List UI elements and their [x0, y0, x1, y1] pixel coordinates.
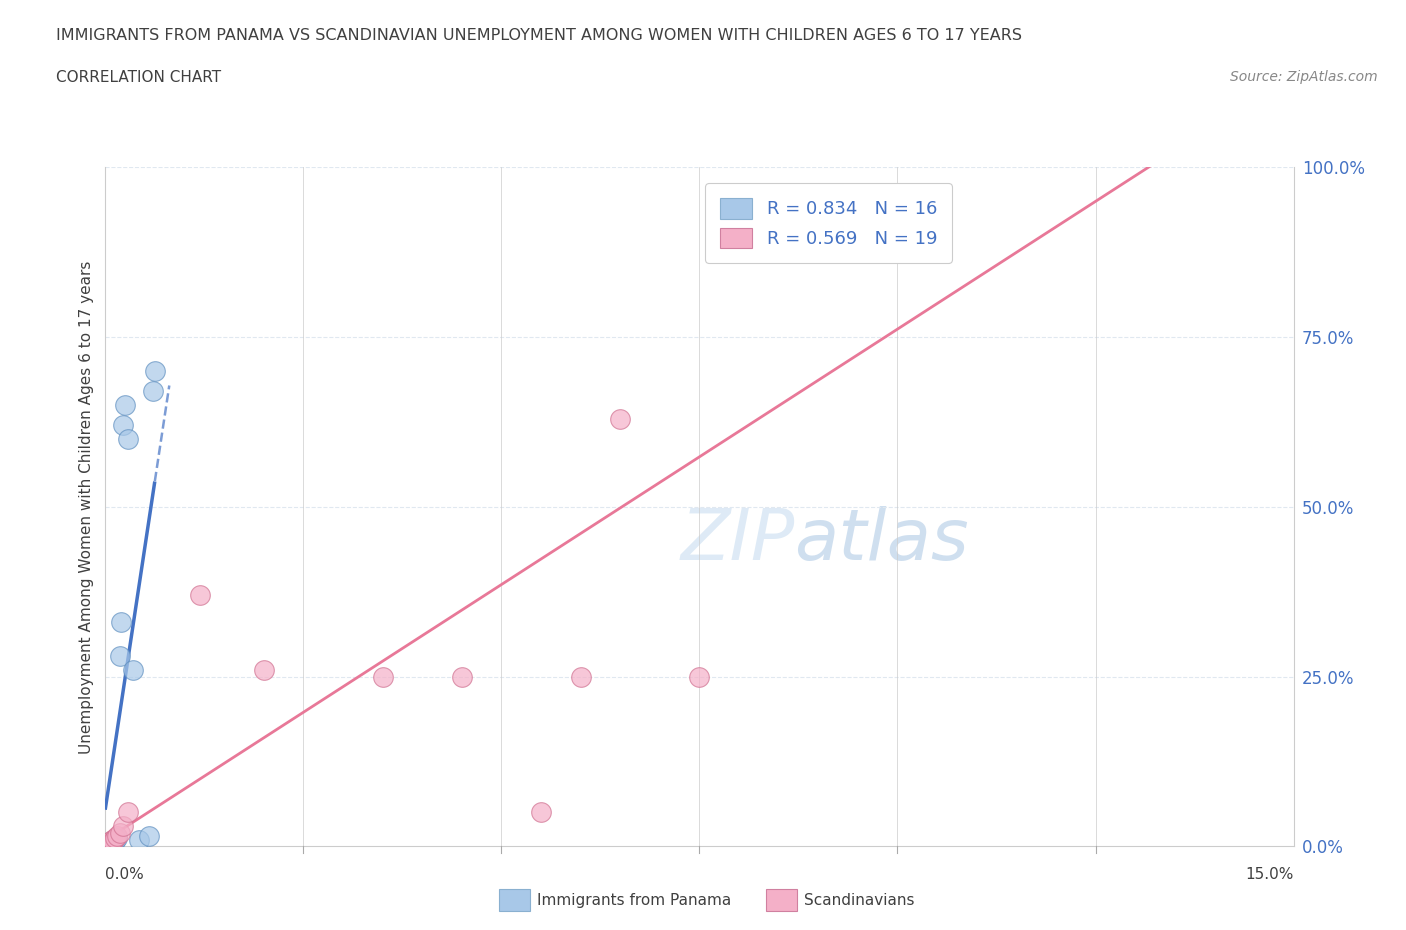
Point: [117, 432, 139, 446]
Point: [117, 805, 139, 820]
Point: [104, 833, 127, 848]
Point: [98, 835, 121, 850]
Point: [846, 187, 869, 202]
Text: Source: ZipAtlas.com: Source: ZipAtlas.com: [1230, 70, 1378, 84]
Point: [98, 837, 121, 852]
Legend: R = 0.834   N = 16, R = 0.569   N = 19: R = 0.834 N = 16, R = 0.569 N = 19: [706, 183, 952, 263]
Point: [143, 364, 166, 379]
Point: [111, 418, 134, 432]
Point: [101, 832, 124, 847]
Point: [110, 615, 132, 630]
Point: [128, 832, 150, 847]
Text: atlas: atlas: [794, 506, 969, 576]
Text: Immigrants from Panama: Immigrants from Panama: [537, 893, 731, 908]
Point: [103, 833, 125, 848]
Point: [104, 830, 127, 845]
Point: [530, 805, 553, 820]
Point: [100, 833, 122, 848]
Point: [689, 670, 711, 684]
Point: [371, 670, 394, 684]
Point: [768, 187, 790, 202]
Point: [114, 398, 136, 413]
Point: [111, 818, 134, 833]
Point: [122, 662, 145, 677]
Text: Scandinavians: Scandinavians: [804, 893, 915, 908]
Text: 0.0%: 0.0%: [105, 867, 145, 882]
Point: [609, 411, 631, 426]
Point: [105, 829, 128, 844]
Text: IMMIGRANTS FROM PANAMA VS SCANDINAVIAN UNEMPLOYMENT AMONG WOMEN WITH CHILDREN AG: IMMIGRANTS FROM PANAMA VS SCANDINAVIAN U…: [56, 28, 1022, 43]
Point: [101, 833, 124, 848]
Text: CORRELATION CHART: CORRELATION CHART: [56, 70, 221, 85]
Y-axis label: Unemployment Among Women with Children Ages 6 to 17 years: Unemployment Among Women with Children A…: [79, 260, 94, 753]
Point: [142, 384, 165, 399]
Point: [569, 670, 592, 684]
Text: 15.0%: 15.0%: [1246, 867, 1294, 882]
Point: [108, 825, 131, 840]
Point: [253, 662, 276, 677]
Point: [105, 830, 128, 845]
Point: [138, 829, 160, 844]
Point: [100, 835, 122, 850]
Point: [108, 649, 131, 664]
Point: [190, 588, 212, 603]
Point: [450, 670, 472, 684]
Point: [103, 835, 125, 850]
Text: ZIP: ZIP: [681, 506, 794, 576]
